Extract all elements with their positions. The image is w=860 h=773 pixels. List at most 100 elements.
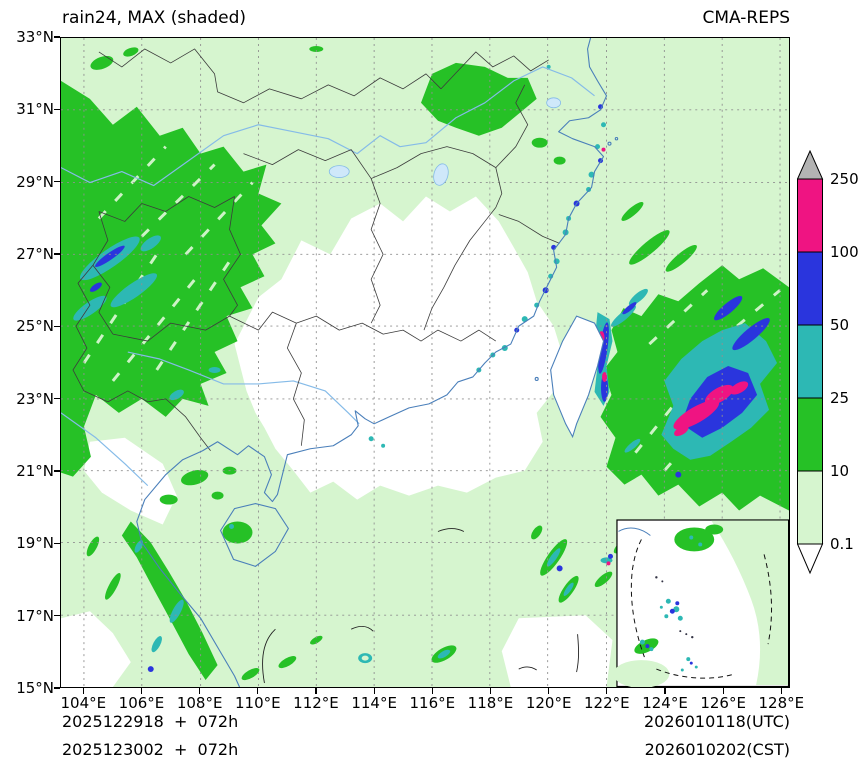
model-name: CMA-REPS <box>702 8 790 28</box>
x-tick-label: 128°E <box>758 694 805 712</box>
inset-dash-boundary <box>630 539 773 679</box>
x-tick-mark <box>722 688 724 694</box>
yangtze-river <box>61 66 595 187</box>
taiwan-island <box>550 315 605 439</box>
border-south-ridge <box>112 311 497 342</box>
y-tick-label: 19°N <box>16 534 54 553</box>
inset-teal-speck <box>689 535 694 540</box>
teal-speck <box>134 540 143 553</box>
inset-teal-speck <box>639 639 645 645</box>
inset-pale-region <box>711 520 789 686</box>
x-tick-label: 118°E <box>467 694 514 712</box>
blue-streak <box>732 318 770 351</box>
green-streak <box>594 571 613 588</box>
y-tick-mark <box>54 181 60 183</box>
contour-dash <box>437 528 465 532</box>
green-speck <box>159 494 178 505</box>
border-hunan-jiangxi <box>370 178 384 324</box>
green-streak <box>86 536 100 557</box>
contour-dash <box>262 628 276 684</box>
magenta-core-east <box>673 400 720 430</box>
border-north-band <box>98 48 442 104</box>
province-border-layer <box>72 48 560 451</box>
y-tick-mark <box>54 108 60 110</box>
border-guizhou-west <box>92 211 114 335</box>
x-tick-mark <box>431 688 433 694</box>
x-tick-mark <box>140 688 143 694</box>
inset-teal-speck <box>649 647 654 652</box>
green-speck <box>309 45 324 52</box>
dry-region-se <box>501 615 613 687</box>
x-tick-mark <box>373 688 375 694</box>
x-tick-label: 126°E <box>700 694 746 712</box>
hainan-island <box>219 503 290 567</box>
rain-green-northwest <box>61 80 282 417</box>
x-tick-label: 116°E <box>409 694 456 712</box>
y-tick-mark <box>54 398 60 400</box>
inset-teal-speck <box>694 665 698 669</box>
x-tick-label: 124°E <box>642 694 688 712</box>
green-speck <box>90 55 114 70</box>
border-zhejiang-anhui <box>495 84 529 168</box>
green-speck <box>123 47 139 57</box>
teal-ring-center <box>361 655 369 661</box>
border-fujian-jiangxi <box>423 207 497 331</box>
inset-teal-speck <box>680 668 684 672</box>
green-speck <box>241 667 260 681</box>
shading-layer <box>61 38 789 687</box>
colorbar-tick-label: 50 <box>830 316 849 334</box>
inset-blue-speck <box>645 644 650 649</box>
green-speck <box>278 656 297 669</box>
teal-streak-nw <box>73 295 107 321</box>
y-tick-mark <box>54 253 60 255</box>
inset-teal-speck <box>686 657 691 662</box>
texture-streaks-nw <box>82 145 254 382</box>
magenta-speck <box>606 561 611 566</box>
colorbar-tick-label: 100 <box>830 243 859 261</box>
y-tick-label: 33°N <box>16 28 54 46</box>
teal-streak-nw <box>110 273 158 308</box>
blue-streak <box>714 296 743 321</box>
green-speck <box>181 469 209 486</box>
rain-green-vietnam-coast <box>121 521 218 681</box>
x-tick-mark <box>257 688 259 694</box>
contour-dash <box>351 625 374 632</box>
green-speck <box>211 491 224 500</box>
colorbar-tick-label: 25 <box>830 389 849 407</box>
map-plot <box>60 37 790 688</box>
teal-streak <box>624 438 641 453</box>
init-time-line-1: 2025122918 + 072h <box>62 712 239 731</box>
mainland-coastline <box>136 38 608 687</box>
inset-map <box>613 519 789 687</box>
border-guizhou-north <box>98 196 241 317</box>
green-speck <box>553 156 566 165</box>
blue-speck <box>675 471 682 478</box>
x-tick-mark <box>548 688 550 694</box>
blue-speck <box>607 553 613 559</box>
x-tick-label: 114°E <box>351 694 397 712</box>
y-tick-mark <box>54 615 60 617</box>
inset-island-dots <box>655 576 694 639</box>
border-zhejiang-fujian <box>498 214 560 244</box>
magenta-speck-coast <box>601 147 606 152</box>
colorbar-under-arrow <box>796 543 824 575</box>
green-streak <box>105 572 121 600</box>
x-tick-mark <box>489 688 492 694</box>
teal-speck <box>169 389 184 401</box>
y-tick-label: 27°N <box>16 244 54 263</box>
zhoushan-island <box>607 141 612 146</box>
border-vietnam <box>107 390 211 451</box>
x-tick-mark <box>315 688 317 694</box>
coast-layer <box>136 38 619 687</box>
green-speck <box>310 635 323 645</box>
x-tick-mark <box>199 688 201 694</box>
contour-dash <box>518 666 537 671</box>
y-tick-label: 29°N <box>16 172 54 191</box>
poyang-lake <box>433 163 449 186</box>
teal-speck <box>140 235 161 252</box>
magenta-core-east <box>730 381 749 395</box>
colorbar-segment-magenta <box>797 178 823 253</box>
inset-blue-speck <box>689 661 693 665</box>
border-jiangsu <box>440 51 549 90</box>
